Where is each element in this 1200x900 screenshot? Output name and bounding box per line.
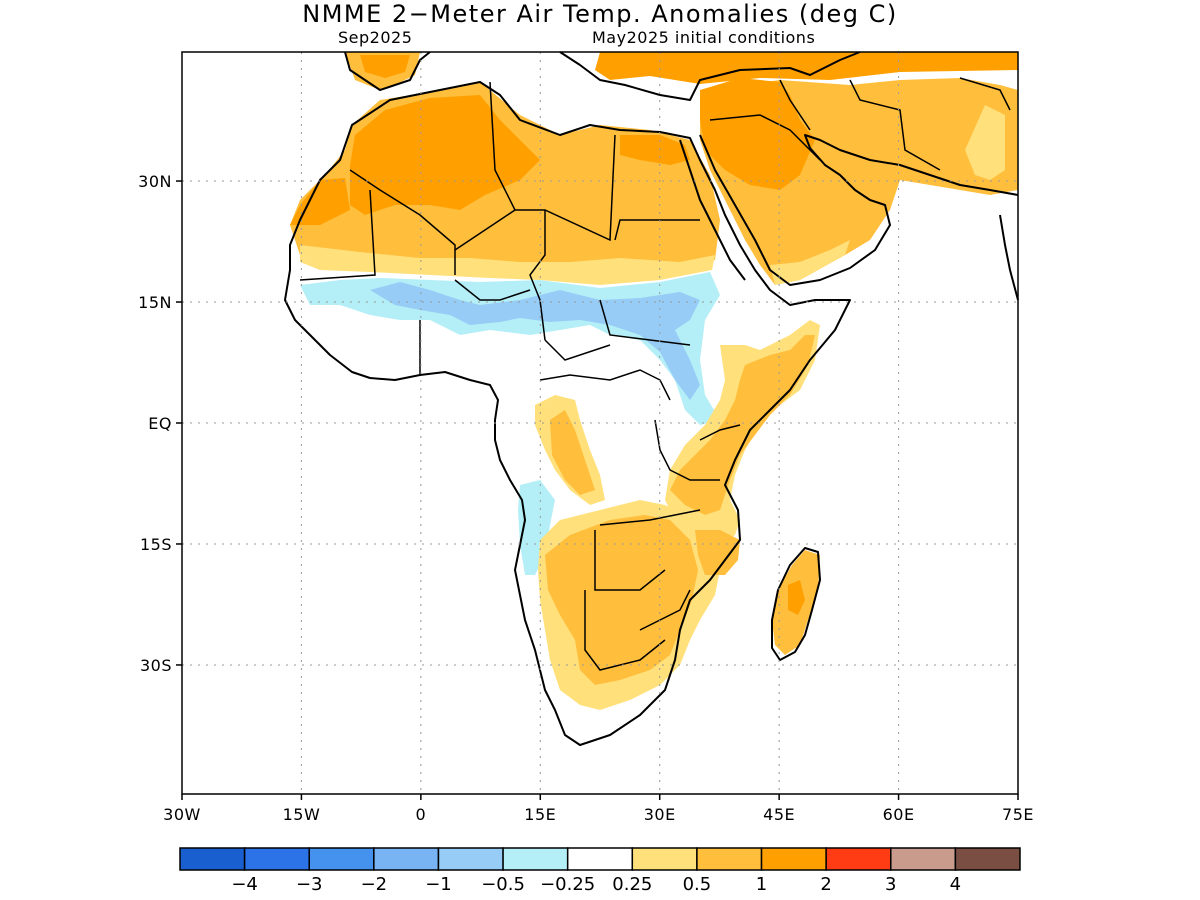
colorbar-swatch — [954, 847, 1021, 871]
colorbar-swatch — [696, 847, 763, 871]
middle-east-strong — [700, 78, 815, 190]
gridlines — [182, 52, 1018, 794]
country-borders — [299, 77, 1011, 671]
colorbar-swatch — [243, 847, 310, 871]
colorbar-label: −0.25 — [540, 874, 595, 895]
europe-strong-anomaly — [360, 55, 410, 78]
tanzania-warm — [695, 530, 740, 575]
mediterranean-north-coast — [344, 51, 861, 101]
latitude-axis: 30N 15N EQ 15S 30S — [138, 172, 182, 675]
colorbar-swatch — [373, 847, 440, 871]
lon-tick-label: 0 — [416, 805, 427, 824]
balkans-anomaly — [595, 52, 1018, 84]
lon-tick-label: 30E — [644, 805, 676, 824]
colorbar-swatch — [890, 847, 957, 871]
lon-tick-label: 30W — [163, 805, 201, 824]
india-coastline — [999, 214, 1019, 301]
lat-tick-label: 30N — [138, 172, 172, 191]
colorbar-swatch — [825, 847, 892, 871]
colorbar-label: 1 — [756, 874, 767, 895]
colorbar-swatch — [502, 847, 569, 871]
colorbar-label: 0.5 — [683, 874, 712, 895]
colorbar-swatch — [631, 847, 698, 871]
lon-tick-label: 75E — [1002, 805, 1034, 824]
sahel-light-warm — [300, 245, 715, 285]
iran-light — [965, 105, 1005, 180]
madagascar-coastline — [771, 547, 821, 661]
colorbar-swatch — [179, 847, 246, 871]
red-sea-west — [679, 139, 746, 281]
longitude-axis: 30W 15W 0 15E 30E 45E 60E 75E — [163, 794, 1034, 824]
colorbar: −4 −3 −2 −1 −0.5 −0.25 0.25 0.5 1 2 3 4 — [179, 847, 1021, 895]
colorbar-swatch — [566, 847, 634, 871]
colorbar-label: 4 — [950, 874, 961, 895]
colorbar-label: −1 — [425, 874, 452, 895]
anomaly-shading — [290, 52, 1018, 710]
lon-tick-label: 45E — [763, 805, 795, 824]
colorbar-label: −3 — [296, 874, 323, 895]
colorbar-swatch — [760, 847, 827, 871]
west-sahara-anomaly — [290, 178, 350, 225]
colorbar-swatch — [308, 847, 375, 871]
lon-tick-label: 15W — [283, 805, 321, 824]
sahel-cooler-anomaly — [370, 282, 700, 400]
colorbar-label: 3 — [885, 874, 896, 895]
colorbar-swatch — [437, 847, 504, 871]
gabon-warm — [550, 410, 595, 495]
colorbar-label: −4 — [231, 874, 258, 895]
lat-tick-label: 15N — [138, 293, 172, 312]
coastlines — [284, 51, 1019, 746]
africa-coastline — [284, 81, 851, 746]
lat-tick-label: 15S — [140, 535, 172, 554]
arabia-coastline — [699, 134, 1019, 286]
lat-tick-label: 30S — [140, 656, 172, 675]
arabia-light — [770, 240, 850, 285]
madagascar-strong — [788, 580, 805, 615]
colorbar-label: 2 — [820, 874, 831, 895]
egypt-anomaly — [620, 135, 690, 165]
congo-cool-strip — [518, 480, 555, 575]
colorbar-label: 0.25 — [612, 874, 652, 895]
lon-tick-label: 15E — [524, 805, 556, 824]
lon-tick-label: 60E — [883, 805, 915, 824]
initial-conditions: May2025 initial conditions — [592, 28, 816, 47]
colorbar-label: −0.5 — [481, 874, 525, 895]
lat-tick-label: EQ — [148, 414, 172, 433]
forecast-month: Sep2025 — [338, 28, 413, 47]
chart-title: NMME 2−Meter Air Temp. Anomalies (deg C) — [302, 0, 898, 28]
colorbar-label: −2 — [361, 874, 388, 895]
